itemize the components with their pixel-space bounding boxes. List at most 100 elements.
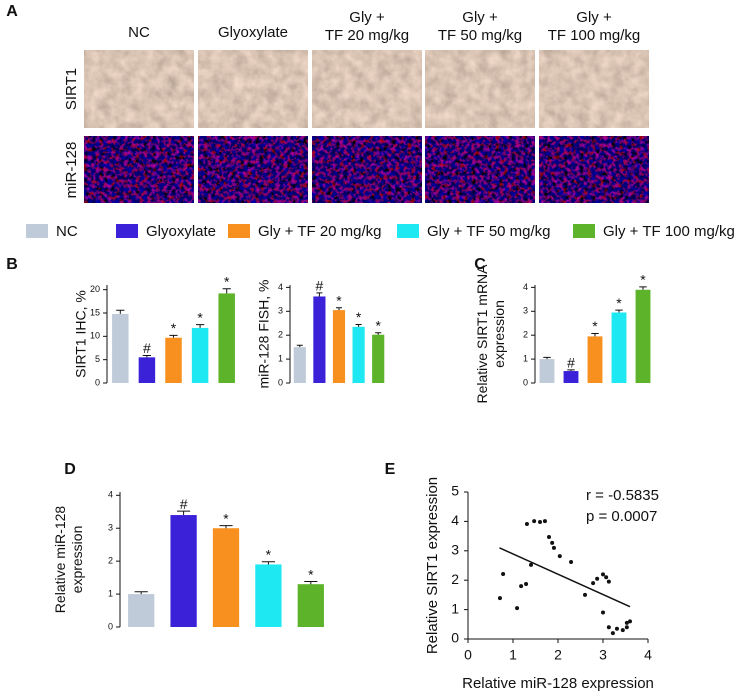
x-tick-label: 4 xyxy=(644,647,652,663)
y-tick-label: 3 xyxy=(278,306,283,316)
panel-label: C xyxy=(474,256,486,273)
significance-marker: * xyxy=(308,566,314,582)
x-axis-label: Relative miR-128 expression xyxy=(462,675,654,692)
significance-marker: * xyxy=(375,318,381,334)
fish-image xyxy=(198,136,308,203)
y-axis-label: Relative SIRT1 mRNA xyxy=(474,264,490,404)
data-point xyxy=(595,576,600,581)
data-point xyxy=(532,519,537,524)
y-tick-label: 4 xyxy=(523,282,528,292)
y-tick-label: 5 xyxy=(451,483,459,499)
data-point xyxy=(501,572,506,577)
error-bar xyxy=(316,292,323,297)
data-point xyxy=(583,592,587,597)
y-axis-label: Relative SIRT1 expression xyxy=(424,477,441,654)
bar xyxy=(587,336,603,383)
data-point xyxy=(550,540,555,545)
data-point xyxy=(614,626,619,631)
legend-swatch xyxy=(26,224,48,238)
bar xyxy=(332,310,346,383)
bar xyxy=(165,337,182,383)
error-bar xyxy=(304,581,318,585)
error-bar xyxy=(639,286,647,290)
y-tick-label: 2 xyxy=(278,330,283,340)
annotation: p = 0.0007 xyxy=(586,508,657,525)
column-header: TF 50 mg/kg xyxy=(438,27,522,44)
error-bar xyxy=(142,354,152,358)
ihc-image xyxy=(425,50,535,128)
fish-image xyxy=(539,136,649,203)
error-bar xyxy=(222,288,231,294)
legend-label: Gly + TF 20 mg/kg xyxy=(258,223,382,240)
y-tick-label: 2 xyxy=(523,330,528,340)
panel-label: A xyxy=(6,3,18,20)
panel-label: E xyxy=(385,461,396,478)
y-tick-label: 1 xyxy=(108,588,113,598)
bar xyxy=(293,347,306,383)
error-bar xyxy=(195,324,205,328)
bar xyxy=(313,296,326,383)
data-point xyxy=(606,625,611,630)
y-tick-label: 2 xyxy=(451,571,459,587)
error-bar xyxy=(375,332,382,335)
significance-marker: * xyxy=(223,510,229,526)
data-point xyxy=(547,534,551,539)
data-point xyxy=(497,596,502,601)
column-header: Gly + xyxy=(462,9,498,26)
data-point xyxy=(624,620,629,625)
y-axis-label: SIRT1 IHC, % xyxy=(73,290,89,378)
column-header: TF 20 mg/kg xyxy=(325,27,409,44)
data-point xyxy=(551,545,556,550)
regression-line xyxy=(499,547,631,608)
x-tick-label: 3 xyxy=(599,647,607,663)
column-header: Glyoxylate xyxy=(218,24,288,41)
significance-marker: * xyxy=(356,309,362,325)
bar xyxy=(372,334,385,383)
x-tick-label: 0 xyxy=(464,647,472,663)
bar xyxy=(128,594,155,627)
data-point xyxy=(601,610,605,615)
significance-marker: # xyxy=(567,355,575,371)
column-header: NC xyxy=(128,24,150,41)
data-point xyxy=(515,606,520,611)
error-bar xyxy=(134,591,148,595)
significance-marker: # xyxy=(143,340,151,356)
data-point xyxy=(610,631,615,636)
significance-marker: * xyxy=(640,272,646,288)
ihc-image xyxy=(312,50,422,128)
legend-swatch xyxy=(397,224,419,238)
error-bar xyxy=(543,356,551,360)
data-point xyxy=(620,628,625,633)
bar xyxy=(297,584,324,627)
y-axis-label: expression xyxy=(69,526,85,594)
y-tick-label: 5 xyxy=(95,354,100,364)
legend-label: NC xyxy=(56,223,78,240)
fish-image xyxy=(425,136,535,203)
error-bar xyxy=(219,525,233,529)
ihc-image xyxy=(539,50,649,128)
y-tick-label: 4 xyxy=(278,282,283,292)
column-header: TF 100 mg/kg xyxy=(548,27,641,44)
bar xyxy=(212,528,240,627)
bar xyxy=(563,371,579,383)
error-bar xyxy=(335,307,343,311)
error-bar xyxy=(567,369,575,372)
error-bar xyxy=(591,333,599,337)
row-label: miR-128 xyxy=(63,142,80,199)
y-tick-label: 1 xyxy=(523,353,528,363)
y-tick-label: 2 xyxy=(108,556,113,566)
column-header: Gly + xyxy=(576,9,612,26)
data-point xyxy=(601,572,605,577)
y-tick-label: 0 xyxy=(108,621,113,631)
legend-label: Gly + TF 50 mg/kg xyxy=(427,223,551,240)
bar xyxy=(191,327,209,383)
significance-marker: * xyxy=(171,320,177,336)
data-point xyxy=(624,625,629,630)
y-axis-label: miR-128 FISH, % xyxy=(256,280,272,389)
significance-marker: # xyxy=(316,278,324,294)
data-point xyxy=(557,554,562,559)
y-axis-label: Relative miR-128 xyxy=(52,506,68,614)
bar xyxy=(635,289,651,383)
legend-label: Gly + TF 100 mg/kg xyxy=(603,223,735,240)
panel-label: B xyxy=(6,256,18,273)
